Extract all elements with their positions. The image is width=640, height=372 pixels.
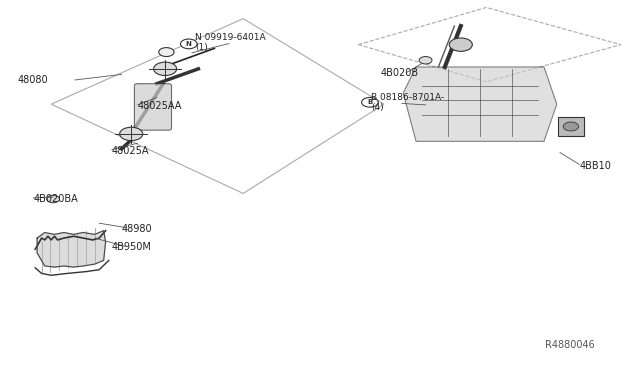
Text: B: B — [367, 99, 372, 105]
Circle shape — [362, 97, 378, 107]
Circle shape — [449, 38, 472, 51]
Text: 4BB10: 4BB10 — [579, 161, 611, 170]
Text: N: N — [186, 41, 192, 47]
Circle shape — [154, 62, 177, 76]
Text: R4880046: R4880046 — [545, 340, 595, 350]
Bar — [558, 117, 584, 136]
Text: 48980: 48980 — [122, 224, 152, 234]
FancyBboxPatch shape — [134, 84, 172, 130]
Circle shape — [120, 127, 143, 141]
Text: N 09919-6401A
(1): N 09919-6401A (1) — [195, 33, 266, 52]
Polygon shape — [37, 231, 106, 267]
Circle shape — [419, 57, 432, 64]
Text: 48025A: 48025A — [112, 146, 150, 155]
Text: 4B950M: 4B950M — [112, 243, 152, 252]
Circle shape — [47, 195, 60, 203]
Text: 48025AA: 48025AA — [138, 101, 182, 111]
Text: 4B020B: 4B020B — [381, 68, 419, 77]
Circle shape — [180, 39, 197, 49]
Polygon shape — [403, 67, 557, 141]
Text: 4B020BA: 4B020BA — [33, 194, 78, 204]
Circle shape — [159, 48, 174, 57]
Text: 48080: 48080 — [17, 75, 48, 85]
Text: B 08186-8701A-
(4): B 08186-8701A- (4) — [371, 93, 444, 112]
Circle shape — [563, 122, 579, 131]
